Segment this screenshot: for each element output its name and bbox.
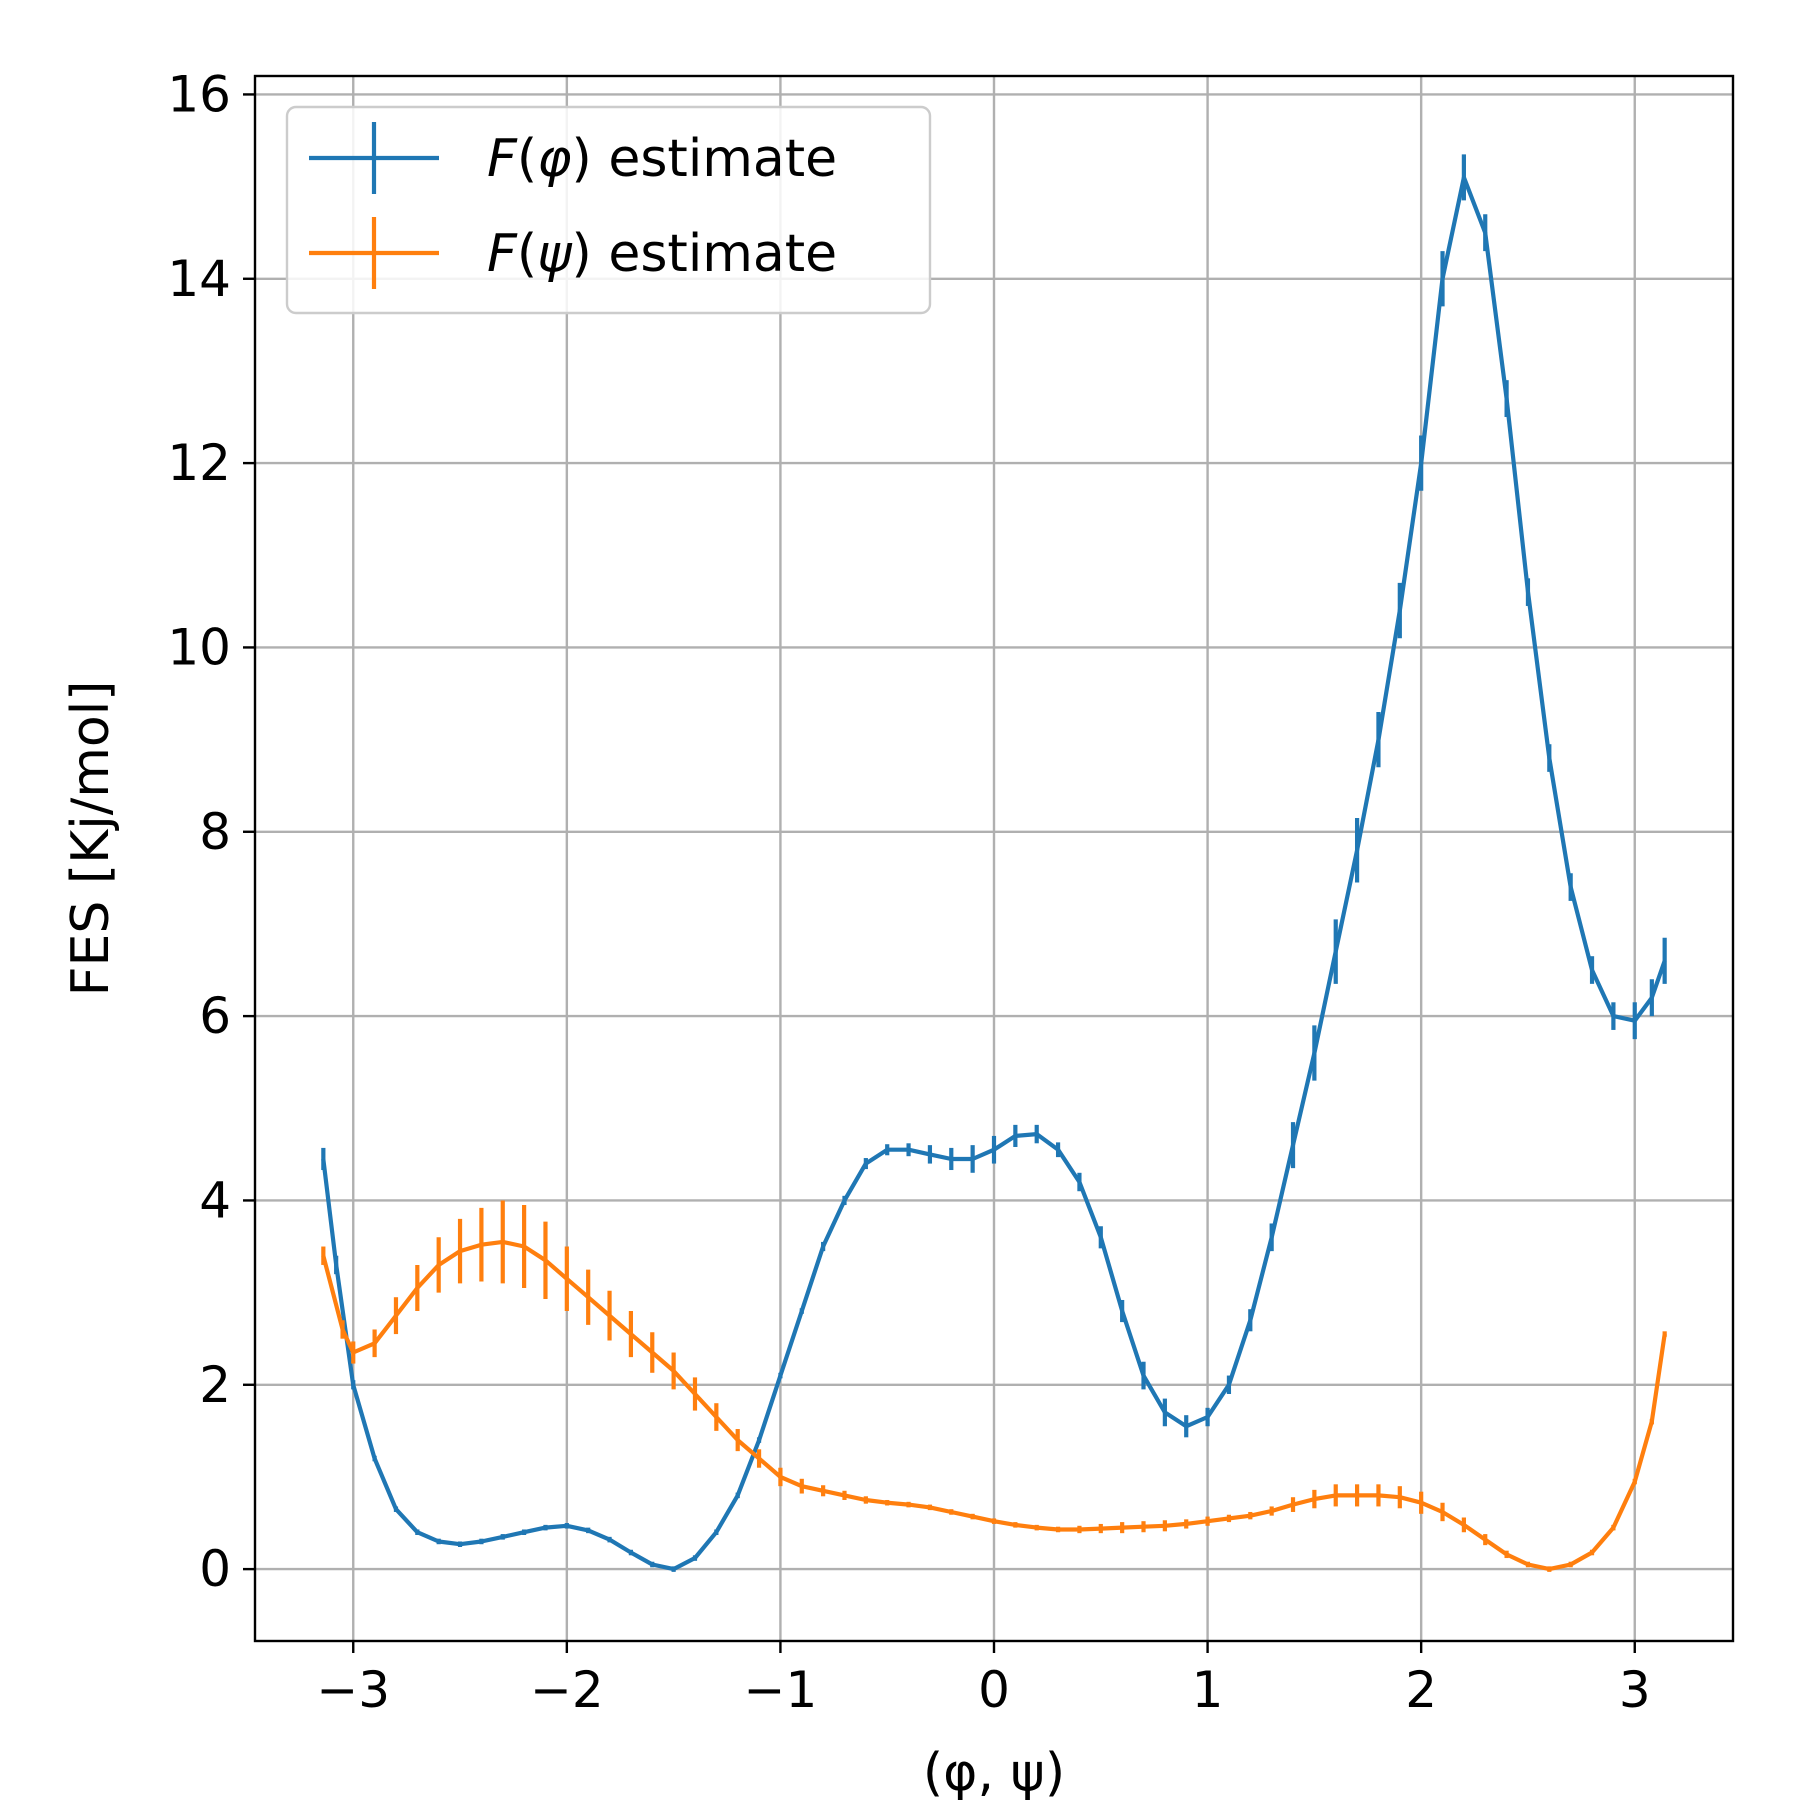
series-line (321, 175, 1667, 1572)
legend-label: F(ψ) estimate (487, 224, 837, 284)
y-tick-label: 16 (167, 65, 231, 123)
y-tick-label: 6 (199, 987, 231, 1045)
y-tick-label: 8 (199, 803, 231, 861)
y-tick-label: 2 (199, 1356, 231, 1414)
legend: F(φ) estimate F(ψ) estimate (285, 105, 932, 315)
series-1 (321, 154, 1667, 1572)
legend-item-1: F(φ) estimate (309, 122, 837, 194)
x-tick-label: 0 (978, 1661, 1010, 1719)
series-layer (321, 154, 1667, 1572)
legend-item-2: F(ψ) estimate (309, 217, 837, 289)
legend-box (285, 105, 932, 315)
x-axis-label: (φ, ψ) (923, 1743, 1065, 1800)
x-tick-label: −3 (316, 1661, 390, 1719)
y-axis-label: FES [Kj/mol] (61, 681, 121, 997)
y-tick-label: 10 (167, 618, 231, 676)
x-tick-label: 2 (1405, 1661, 1437, 1719)
grid-lines (255, 76, 1733, 1641)
series-2 (321, 1200, 1667, 1572)
x-tick-label: −1 (744, 1661, 818, 1719)
y-tick-label: 12 (167, 434, 231, 492)
series-line (321, 1239, 1667, 1572)
legend-label: F(φ) estimate (487, 129, 837, 189)
x-tick-label: −2 (530, 1661, 604, 1719)
y-tick-label: 0 (199, 1540, 231, 1598)
x-tick-label: 3 (1619, 1661, 1651, 1719)
y-tick-label: 14 (167, 250, 231, 308)
y-tick-label: 4 (199, 1171, 231, 1229)
x-tick-label: 1 (1192, 1661, 1224, 1719)
